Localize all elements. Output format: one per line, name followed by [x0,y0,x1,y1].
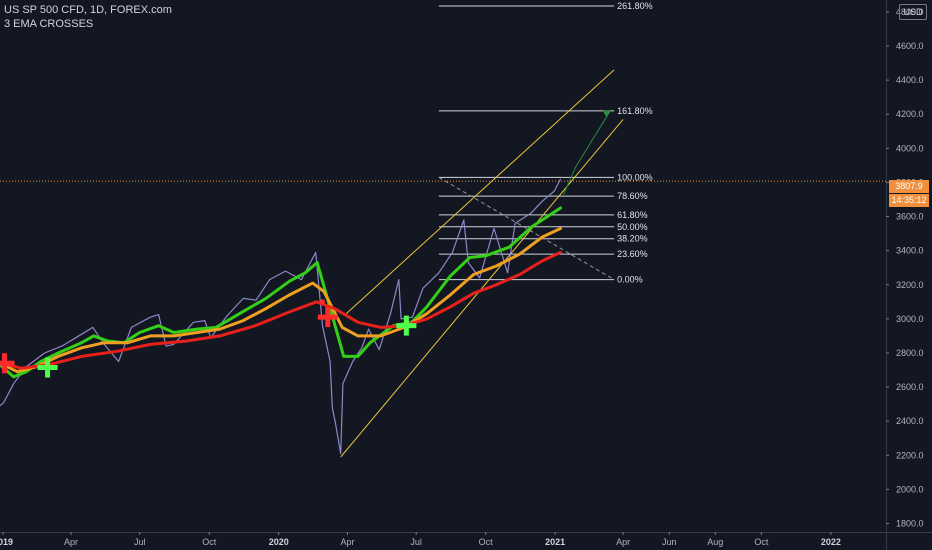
x-tick-label: 2022 [821,537,841,547]
buy-signal-marker [396,315,417,336]
channel-line [340,119,624,458]
channel-line [344,69,615,316]
fib-level-label: 261.80% [617,1,653,11]
y-tick-label: 2800.0 [896,348,924,358]
y-tick-label: 4800.0 [896,7,924,17]
x-tick-label: Jul [134,537,146,547]
countdown-tag: 14:35:12 [889,194,929,207]
y-tick-label: 4400.0 [896,75,924,85]
y-tick-label: 2200.0 [896,450,924,460]
currency-label[interactable]: USD [899,4,927,20]
sell-signal-marker [317,307,338,328]
fib-level-label: 38.20% [617,234,648,244]
fib-level-label: 61.80% [617,210,648,220]
ema-slow-line [0,250,562,370]
x-tick-label: Apr [616,537,630,547]
signal-dot [320,299,326,305]
x-tick-label: 2019 [0,537,13,547]
y-tick-label: 3000.0 [896,314,924,324]
fib-trend-line [438,176,615,281]
x-tick-label: Oct [754,537,769,547]
y-tick-label: 3200.0 [896,280,924,290]
y-tick-label: 2600.0 [896,382,924,392]
projection-arrowhead [602,109,611,117]
x-tick-label: 2020 [269,537,289,547]
fib-level-label: 50.00% [617,222,648,232]
x-tick-label: Oct [202,537,217,547]
projection-line [563,110,611,195]
fib-level-label: 100.00% [617,172,653,182]
y-tick-label: 3600.0 [896,212,924,222]
x-tick-label: Aug [707,537,723,547]
fib-level-label: 78.60% [617,191,648,201]
x-tick-label: Apr [340,537,354,547]
y-tick-label: 3400.0 [896,246,924,256]
y-tick-label: 4200.0 [896,109,924,119]
buy-signal-marker [37,357,58,378]
x-tick-label: Jun [662,537,677,547]
chart-title: US SP 500 CFD, 1D, FOREX.com [4,4,172,16]
y-tick-label: 1800.0 [896,518,924,528]
ema-mid-line [0,227,562,374]
fib-level-label: 161.80% [617,106,653,116]
y-tick-label: 4000.0 [896,143,924,153]
y-tick-label: 4600.0 [896,41,924,51]
sell-signal-marker [0,353,15,374]
ema-fast-line [0,206,562,379]
indicator-label[interactable]: 3 EMA CROSSES [4,18,94,30]
last-price-tag: 3807.9 [889,180,929,193]
y-tick-label: 2000.0 [896,484,924,494]
fib-level-label: 23.60% [617,249,648,259]
x-tick-label: Oct [479,537,494,547]
x-tick-label: Apr [64,537,78,547]
y-tick-label: 2400.0 [896,416,924,426]
x-tick-label: Jul [410,537,422,547]
x-tick-label: 2021 [545,537,565,547]
fib-level-label: 0.00% [617,275,643,285]
